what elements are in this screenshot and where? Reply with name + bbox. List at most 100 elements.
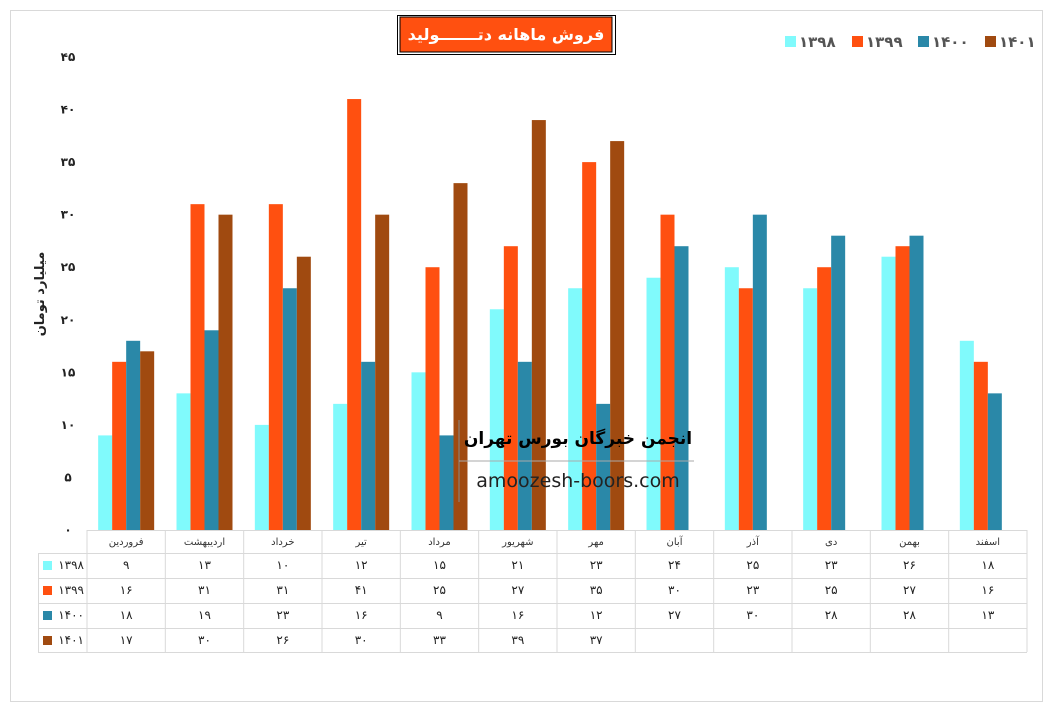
table-cell: ۱۹	[198, 608, 211, 622]
table-cell: ۳۳	[433, 633, 446, 647]
bar-0-1	[176, 393, 191, 530]
table-cell: ۳۱	[276, 583, 289, 597]
bar-2-0	[126, 340, 141, 530]
table-cell: ۳۰	[355, 633, 368, 647]
table-cell: ۳۵	[590, 583, 603, 597]
y-tick-label: ۰	[64, 523, 71, 537]
bar-1-6	[582, 162, 597, 530]
table-cell: ۲۸	[903, 608, 916, 622]
bar-0-10	[881, 256, 896, 530]
legend-key-1	[43, 586, 52, 595]
legend-swatch-3	[985, 36, 996, 47]
table-cell: ۳۰	[746, 608, 759, 622]
table-cell: ۱۶	[981, 583, 994, 597]
table-cell: ۳۹	[511, 633, 524, 647]
bar-0-3	[333, 403, 348, 530]
watermark-title: انجمن خبرگان بورس تهران	[464, 428, 692, 449]
series-label: ۱۳۹۸	[58, 558, 84, 572]
bar-1-4	[425, 267, 440, 530]
table-cell: ۳۱	[198, 583, 211, 597]
table-cell: ۴۱	[355, 583, 368, 597]
table-cell: ۱۵	[433, 558, 446, 572]
bar-1-8	[738, 288, 753, 530]
legend-label: ۱۳۹۸	[799, 33, 836, 51]
category-label: خرداد	[271, 537, 294, 548]
bar-2-8	[752, 214, 767, 530]
table-cell: ۲۵	[825, 583, 838, 597]
bar-2-7	[674, 246, 689, 530]
series-label: ۱۴۰۰	[58, 608, 84, 622]
bar-3-6	[610, 141, 625, 531]
table-cell: ۲۳	[746, 583, 759, 597]
watermark-url: amoozesh-boors.com	[476, 470, 680, 492]
table-cell: ۲۱	[511, 558, 524, 572]
bar-3-4	[453, 183, 468, 530]
y-tick-label: ۱۵	[61, 365, 76, 379]
bar-2-2	[282, 288, 297, 530]
bar-0-5	[489, 309, 504, 530]
bar-1-10	[895, 246, 910, 530]
legend-label: ۱۴۰۱	[999, 33, 1036, 51]
chart-title: فروش ماهانه دتـــــــولید	[408, 25, 605, 44]
legend-swatch-2	[918, 36, 929, 47]
table-cell: ۲۷	[511, 583, 524, 597]
table-cell: ۲۳	[276, 608, 289, 622]
table-cell: ۲۷	[903, 583, 916, 597]
category-label: دی	[825, 537, 837, 548]
y-tick-label: ۵	[64, 470, 71, 484]
category-label: آبان	[667, 535, 684, 548]
series-label: ۱۴۰۱	[58, 633, 84, 647]
legend-key-0	[43, 561, 52, 570]
bar-2-4	[439, 435, 454, 530]
table-cell: ۱۲	[355, 558, 368, 572]
table-cell: ۳۰	[668, 583, 681, 597]
series-label: ۱۳۹۹	[58, 583, 84, 597]
table-cell: ۱۲	[590, 608, 603, 622]
category-label: مرداد	[428, 537, 451, 548]
legend-key-3	[43, 636, 52, 645]
bar-0-6	[568, 288, 583, 530]
bar-0-9	[803, 288, 818, 530]
bar-3-5	[531, 120, 546, 531]
bar-1-5	[503, 246, 518, 530]
table-cell: ۳۷	[590, 633, 603, 647]
bar-2-1	[204, 330, 219, 530]
table-cell: ۱۳	[198, 558, 211, 572]
table-cell: ۲۶	[903, 558, 916, 572]
legend-label: ۱۴۰۰	[932, 33, 969, 51]
bar-0-8	[724, 267, 739, 530]
bar-2-3	[361, 361, 376, 530]
bar-2-5	[517, 361, 532, 530]
table-cell: ۲۳	[825, 558, 838, 572]
bar-2-10	[909, 235, 924, 530]
bar-0-7	[646, 277, 661, 530]
table-cell: ۱۸	[981, 558, 994, 572]
table-cell: ۱۰	[276, 558, 289, 572]
y-axis-label: میلیارد تومان	[33, 252, 48, 337]
category-label: بهمن	[899, 537, 920, 548]
category-label: آذر	[746, 535, 760, 548]
y-tick-label: ۴۵	[61, 50, 76, 64]
table-cell: ۲۵	[433, 583, 446, 597]
legend-label: ۱۳۹۹	[866, 33, 903, 51]
category-label: تیر	[355, 537, 368, 548]
bar-3-0	[140, 351, 155, 530]
bar-1-0	[112, 361, 127, 530]
bar-1-1	[190, 204, 205, 530]
bar-3-1	[218, 214, 233, 530]
table-cell: ۱۸	[120, 608, 133, 622]
bar-2-6	[596, 403, 611, 530]
table-cell: ۹	[436, 608, 442, 622]
bar-1-9	[817, 267, 832, 530]
table-cell: ۹	[123, 558, 129, 572]
table-cell: ۲۳	[590, 558, 603, 572]
bar-3-2	[296, 256, 311, 530]
category-label: مهر	[587, 537, 603, 548]
y-tick-label: ۲۵	[61, 260, 76, 274]
table-cell: ۲۵	[746, 558, 759, 572]
table-cell: ۱۳	[981, 608, 994, 622]
table-cell: ۲۶	[276, 633, 289, 647]
bar-1-7	[660, 214, 675, 530]
